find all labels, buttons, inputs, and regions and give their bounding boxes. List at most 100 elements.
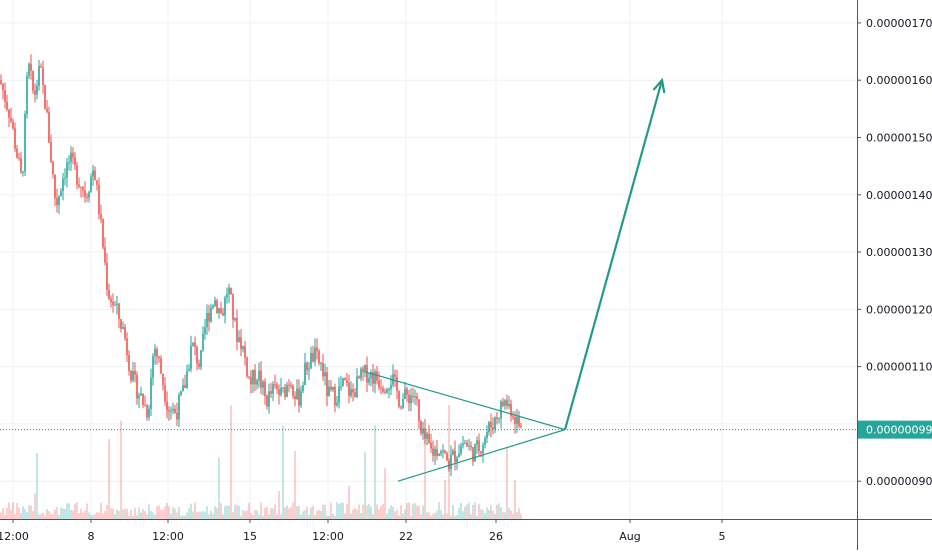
volume-bar bbox=[140, 512, 142, 519]
candle-down bbox=[398, 391, 400, 407]
volume-bar bbox=[150, 510, 152, 519]
volume-bar bbox=[86, 503, 88, 519]
candle-down bbox=[2, 83, 4, 91]
candle-down bbox=[432, 448, 434, 456]
volume-bar bbox=[346, 503, 348, 519]
candle-down bbox=[104, 247, 106, 263]
x-tick-label: 5 bbox=[719, 530, 726, 543]
volume-bar bbox=[88, 512, 90, 519]
volume-bar bbox=[108, 439, 110, 519]
candle-down bbox=[126, 338, 128, 356]
candle-down bbox=[222, 312, 224, 316]
volume-bar bbox=[54, 509, 56, 519]
volume-bar bbox=[482, 510, 484, 519]
x-tick-label: 12:00 bbox=[312, 530, 344, 543]
y-tick-label: 0.00000090 bbox=[866, 475, 932, 488]
volume-bar bbox=[12, 502, 14, 519]
candle-down bbox=[236, 318, 238, 342]
volume-bar bbox=[426, 512, 428, 519]
candle-up bbox=[460, 445, 462, 454]
volume-bar bbox=[254, 509, 256, 519]
volume-bar bbox=[128, 515, 130, 519]
candle-down bbox=[40, 66, 42, 68]
candle-up bbox=[458, 453, 460, 458]
volume-bar bbox=[202, 511, 204, 519]
candle-up bbox=[488, 422, 490, 432]
candle-down bbox=[470, 445, 472, 448]
volume-bar bbox=[112, 508, 114, 519]
volume-bar bbox=[236, 504, 238, 519]
volume-bar bbox=[288, 508, 290, 519]
drawings bbox=[0, 77, 857, 482]
candle-down bbox=[384, 391, 386, 393]
candle-up bbox=[206, 312, 208, 328]
candle-down bbox=[120, 319, 122, 329]
volume-bar bbox=[504, 512, 506, 519]
x-tick-label: 12:00 bbox=[152, 530, 184, 543]
candle-up bbox=[410, 395, 412, 404]
candle-up bbox=[360, 368, 362, 379]
candle-up bbox=[350, 388, 352, 396]
candle-down bbox=[244, 346, 246, 358]
volume-bar bbox=[456, 515, 458, 519]
volume-bar bbox=[234, 504, 236, 519]
volume-bar bbox=[342, 502, 344, 519]
volume-bar bbox=[492, 510, 494, 519]
candle-up bbox=[234, 318, 236, 320]
volume-bar bbox=[232, 512, 234, 519]
candle-up bbox=[188, 369, 190, 372]
volume-bar bbox=[62, 508, 64, 519]
triangle-lower-line bbox=[397, 429, 566, 482]
candle-up bbox=[310, 352, 312, 369]
volume-bar bbox=[6, 508, 8, 519]
candle-up bbox=[450, 454, 452, 470]
candle-down bbox=[14, 128, 16, 149]
candle-up bbox=[122, 327, 124, 329]
last-price-label: 0.00000099 bbox=[866, 424, 932, 437]
candle-up bbox=[442, 450, 444, 452]
volume-bar bbox=[246, 510, 248, 519]
candle-down bbox=[396, 376, 398, 392]
candle-down bbox=[316, 347, 318, 352]
volume-bar bbox=[486, 507, 488, 519]
candle-up bbox=[28, 63, 30, 77]
candle-up bbox=[434, 448, 436, 456]
volume-bar bbox=[416, 505, 418, 519]
volume-bar bbox=[46, 509, 48, 519]
volume-bar bbox=[446, 513, 448, 519]
volume-bar bbox=[514, 480, 516, 519]
candle-down bbox=[16, 148, 18, 158]
volume-bar bbox=[332, 513, 334, 519]
volume-bar bbox=[382, 504, 384, 519]
volume-bar bbox=[152, 512, 154, 519]
candle-up bbox=[186, 371, 188, 388]
volume-bar bbox=[364, 452, 366, 519]
volume-bar bbox=[488, 509, 490, 519]
candle-down bbox=[124, 327, 126, 339]
candle-down bbox=[518, 417, 520, 427]
candle-up bbox=[308, 368, 310, 371]
volume-bar bbox=[314, 515, 316, 519]
volume-bar bbox=[418, 505, 420, 519]
candle-up bbox=[224, 297, 226, 316]
x-tick-label: 26 bbox=[489, 530, 503, 543]
candle-up bbox=[338, 386, 340, 403]
candle-down bbox=[82, 187, 84, 191]
candle-down bbox=[108, 289, 110, 299]
volume-bar bbox=[326, 515, 328, 519]
volume-bar bbox=[192, 511, 194, 519]
volume-bar bbox=[366, 505, 368, 519]
volume-bar bbox=[250, 512, 252, 519]
volume-bar bbox=[430, 515, 432, 519]
candle-up bbox=[304, 362, 306, 386]
volume-bar bbox=[458, 507, 460, 519]
candle-up bbox=[402, 398, 404, 408]
candle-up bbox=[280, 387, 282, 395]
volume-bar bbox=[498, 503, 500, 519]
volume-bar bbox=[220, 503, 222, 519]
candle-down bbox=[158, 356, 160, 359]
volume-bar bbox=[176, 512, 178, 519]
candle-down bbox=[362, 368, 364, 373]
